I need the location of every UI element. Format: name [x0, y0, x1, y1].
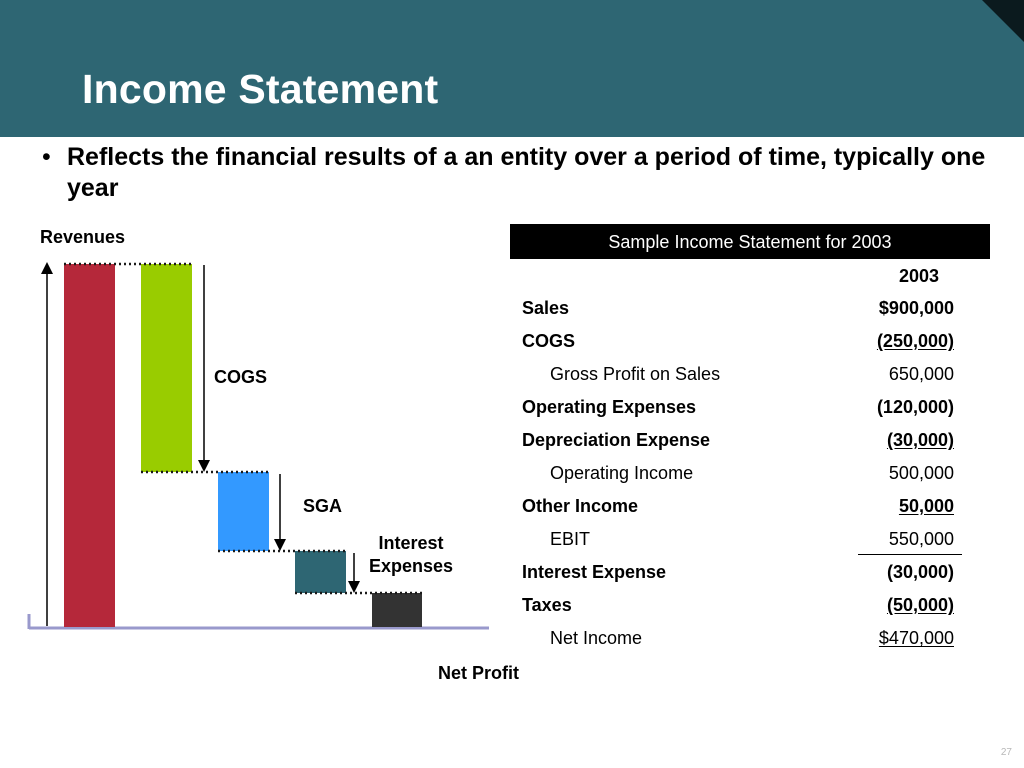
- cogs-label: COGS: [214, 367, 268, 387]
- sga-label: SGA: [303, 496, 343, 516]
- row-label: EBIT: [550, 529, 591, 549]
- interest-expenses-label: Interest Expenses: [365, 532, 457, 578]
- interest-label-line2: Expenses: [368, 556, 454, 576]
- row-label: Sales: [522, 298, 570, 318]
- sga-bar: [218, 472, 269, 551]
- row-label: Gross Profit on Sales: [550, 364, 721, 384]
- row-label: Taxes: [522, 595, 572, 615]
- page-number: 27: [1000, 747, 1012, 758]
- row-label: COGS: [522, 331, 576, 351]
- corner-fold-decoration: [982, 0, 1024, 42]
- table-row: Taxes (50,000): [510, 589, 990, 622]
- row-value: (250,000): [876, 331, 954, 351]
- subtotal-rule: [858, 554, 962, 555]
- row-label: Other Income: [522, 496, 639, 516]
- row-label: Depreciation Expense: [522, 430, 711, 450]
- table-heading: Sample Income Statement for 2003: [510, 224, 990, 259]
- interest-bar: [295, 551, 346, 593]
- row-value: 650,000: [888, 364, 954, 384]
- row-label: Interest Expense: [522, 562, 667, 582]
- table-row: Sales $900,000: [510, 292, 990, 325]
- row-value: (30,000): [886, 562, 954, 582]
- dotted-connectors: [64, 262, 422, 595]
- title-banner: Income Statement: [0, 0, 1024, 137]
- table-row: COGS (250,000): [510, 325, 990, 358]
- waterfall-diagram: [27, 262, 489, 630]
- table-row: Gross Profit on Sales 650,000: [510, 358, 990, 391]
- row-value: (120,000): [876, 397, 954, 417]
- table-row: Other Income 50,000: [510, 490, 990, 523]
- bullet-marker: •: [42, 143, 51, 171]
- row-value: $470,000: [878, 628, 954, 648]
- table-row: EBIT 550,000: [510, 523, 990, 556]
- table-row: Net Income $470,000: [510, 622, 990, 655]
- row-value: 550,000: [888, 529, 954, 549]
- interest-label-line1: Interest: [378, 533, 444, 553]
- table-row: Interest Expense (30,000): [510, 556, 990, 589]
- row-value: 50,000: [898, 496, 954, 516]
- slide-title: Income Statement: [82, 66, 439, 112]
- revenues-bar: [64, 264, 115, 627]
- row-value: 500,000: [888, 463, 954, 483]
- table-row: Operating Income 500,000: [510, 457, 990, 490]
- revenues-label: Revenues: [40, 227, 126, 247]
- row-value: (30,000): [886, 430, 954, 450]
- row-value: $900,000: [878, 298, 954, 318]
- row-label: Net Income: [550, 628, 643, 648]
- row-label: Operating Income: [550, 463, 694, 483]
- bullet-text: Reflects the financial results of a an e…: [67, 143, 986, 202]
- cogs-bar: [141, 264, 192, 472]
- table-row: Operating Expenses (120,000): [510, 391, 990, 424]
- year-column-header: 2003: [898, 266, 940, 286]
- table-row: Depreciation Expense (30,000): [510, 424, 990, 457]
- net-profit-label: Net Profit: [438, 663, 519, 683]
- net-profit-bar: [372, 593, 422, 627]
- row-value: (50,000): [886, 595, 954, 615]
- row-label: Operating Expenses: [522, 397, 697, 417]
